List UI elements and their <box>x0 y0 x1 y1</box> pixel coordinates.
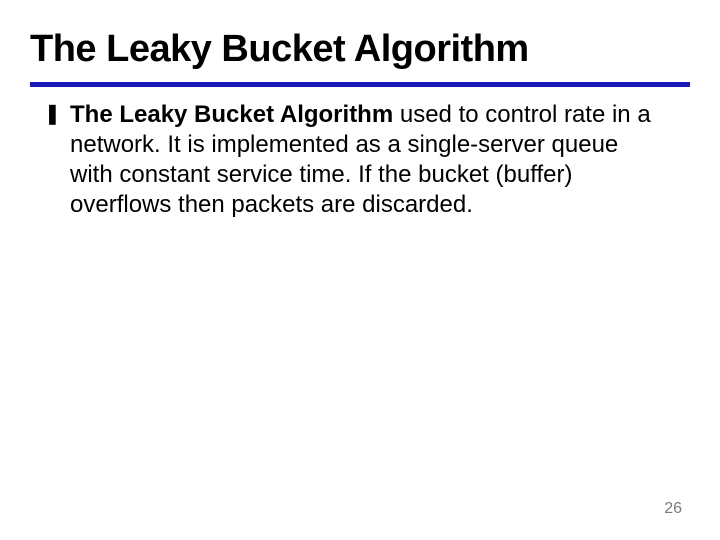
bullet-item: ❚ The Leaky Bucket Algorithm used to con… <box>44 100 664 220</box>
bullet-text: The Leaky Bucket Algorithm used to contr… <box>70 100 664 220</box>
page-number: 26 <box>664 500 682 518</box>
title-underline <box>30 82 690 87</box>
slide-body: ❚ The Leaky Bucket Algorithm used to con… <box>44 100 664 220</box>
bullet-bold-lead: The Leaky Bucket Algorithm <box>70 101 393 128</box>
slide-title: The Leaky Bucket Algorithm <box>30 28 529 71</box>
bullet-icon: ❚ <box>44 100 70 129</box>
slide: The Leaky Bucket Algorithm ❚ The Leaky B… <box>0 0 720 540</box>
